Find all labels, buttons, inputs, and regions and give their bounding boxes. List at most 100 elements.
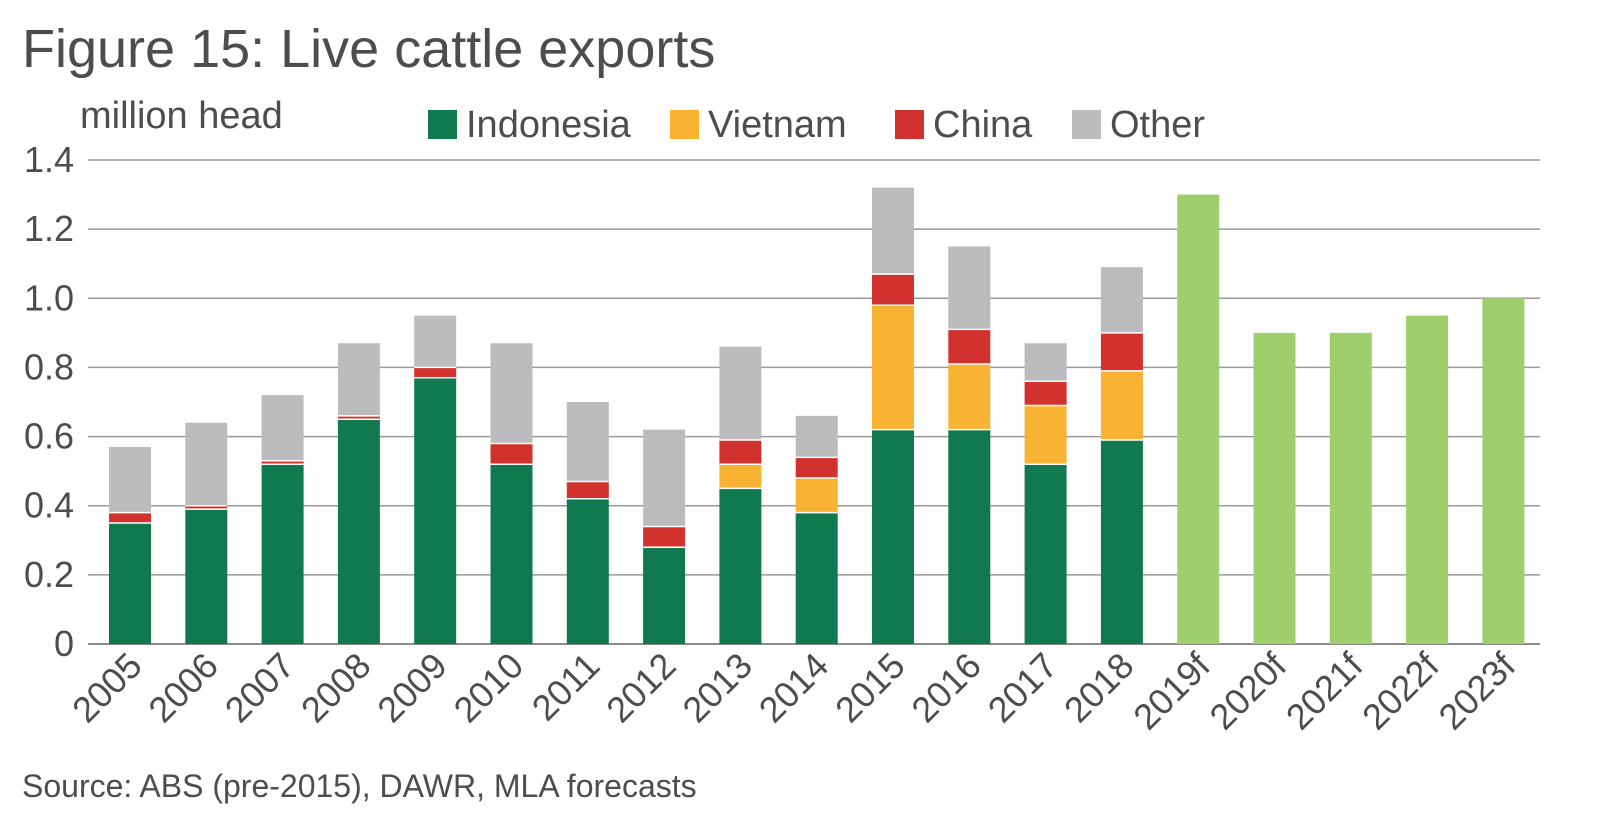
chart-title: Figure 15: Live cattle exports [22,19,715,79]
bar-segment-other [261,395,304,461]
bar-segment-indonesia [643,547,686,644]
x-tick-label: 2007 [217,645,303,731]
bar-segment-other [948,246,991,330]
bar-segment-other [1100,267,1143,333]
y-axis-unit-label: million head [80,95,283,137]
legend-item-indonesia: Indonesia [428,104,632,146]
legend-swatch [670,110,699,139]
bar-segment-other [414,315,457,368]
bar-forecast [1177,194,1220,645]
x-tick-label: 2018 [1056,645,1142,731]
bar-forecast [1482,298,1525,644]
legend-item-china: China [895,104,1033,146]
bar-segment-china [261,460,304,465]
legend-swatch [1072,110,1101,139]
bar-segment-indonesia [795,512,838,644]
x-axis-ticks: 2005200620072008200920102011201220132014… [64,644,1524,737]
bar-segment-indonesia [261,464,304,644]
x-tick-label: 2011 [524,645,608,729]
bar-segment-other [109,446,151,513]
legend-item-vietnam: Vietnam [670,104,847,146]
bar-segment-other [337,343,380,416]
x-tick-label: 2022f [1354,644,1447,737]
bar-segment-other [795,415,838,458]
bar-segment-vietnam [1024,405,1067,465]
bar-segment-china [1100,332,1143,371]
bar-segment-indonesia [490,464,533,644]
gridlines [88,159,1540,645]
bar-series-group [109,187,1525,645]
bar-segment-china [948,329,991,364]
bar-forecast [1253,332,1296,644]
bar-segment-china [414,367,457,378]
x-tick-label: 2010 [446,645,532,731]
bar-segment-other [566,402,609,482]
bar-segment-indonesia [1100,440,1143,644]
bar-segment-vietnam [948,363,991,430]
bar-segment-china [872,274,914,306]
x-tick-label: 2012 [598,645,684,731]
bar-segment-other [1024,343,1067,382]
x-tick-label: 2009 [369,645,455,731]
y-tick-label: 1.2 [24,208,74,249]
bar-segment-other [643,429,686,527]
chart-legend: Indonesia Vietnam China Other [428,104,1205,146]
legend-swatch [895,110,924,139]
y-tick-label: 0.6 [24,416,74,457]
y-axis-ticks: 0 0.2 0.4 0.6 0.8 1.0 1.2 1.4 [24,139,74,664]
legend-label: Vietnam [708,104,847,146]
legend-label: Other [1110,104,1205,146]
bar-segment-china [795,457,838,479]
x-tick-label: 2013 [674,645,760,731]
x-tick-label: 2016 [903,645,989,731]
bar-segment-vietnam [872,305,914,430]
bar-segment-china [719,440,762,465]
chart-source-note: Source: ABS (pre-2015), DAWR, MLA foreca… [22,768,697,804]
x-tick-label: 2006 [140,645,226,731]
bar-segment-indonesia [1024,464,1067,644]
bar-segment-indonesia [719,488,762,644]
bar-segment-china [566,481,609,499]
x-tick-label: 2017 [980,645,1066,731]
bar-segment-china [109,512,151,523]
bar-segment-other [719,346,762,441]
bar-segment-china [490,443,533,465]
bar-forecast [1329,332,1372,644]
y-tick-label: 0.8 [24,346,74,387]
bar-segment-vietnam [719,464,762,489]
x-tick-label: 2005 [64,645,150,731]
x-tick-label: 2008 [293,645,379,731]
bar-segment-indonesia [337,419,380,644]
y-tick-label: 1.0 [24,277,74,318]
legend-swatch [428,110,457,139]
legend-label: Indonesia [466,104,632,146]
legend-label: China [933,104,1033,146]
y-tick-label: 0.4 [24,485,74,526]
bar-segment-other [872,187,914,275]
bar-forecast [1406,315,1449,644]
bar-segment-indonesia [414,377,457,644]
x-tick-label: 2014 [751,645,837,731]
y-tick-label: 1.4 [24,139,74,180]
bar-segment-vietnam [795,478,838,513]
bar-segment-indonesia [948,429,991,644]
bar-segment-indonesia [185,509,228,644]
bar-segment-china [1024,381,1067,406]
legend-item-other: Other [1072,104,1205,146]
bar-segment-indonesia [872,429,914,644]
bar-segment-indonesia [566,498,609,644]
y-tick-label: 0 [54,623,74,664]
x-tick-label: 2020f [1201,644,1294,737]
y-tick-label: 0.2 [24,554,74,595]
bar-segment-china [337,415,380,420]
x-tick-label: 2023f [1430,644,1523,737]
x-tick-label: 2021f [1278,644,1371,737]
bar-segment-vietnam [1100,370,1143,441]
bar-segment-other [185,422,228,506]
x-tick-label: 2019f [1125,644,1218,737]
x-tick-label: 2015 [827,645,913,731]
bar-segment-china [643,526,686,548]
bar-segment-china [185,505,228,510]
bar-segment-indonesia [109,523,151,644]
